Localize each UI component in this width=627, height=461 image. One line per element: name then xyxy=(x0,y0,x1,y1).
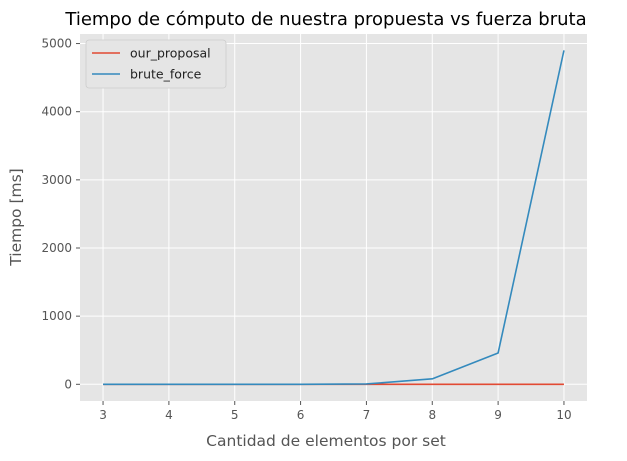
legend-box xyxy=(85,39,227,89)
series-line-brute-force xyxy=(103,50,565,386)
x-tick-label: 5 xyxy=(231,408,239,422)
y-tick-label: 4000 xyxy=(41,105,72,119)
x-tick-label: 9 xyxy=(494,408,502,422)
x-tick-label: 10 xyxy=(556,408,571,422)
x-tick-label: 8 xyxy=(428,408,436,422)
legend-label: our_proposal xyxy=(130,46,211,61)
y-tick-label: 2000 xyxy=(41,241,72,255)
grid xyxy=(80,34,587,401)
legend: our_proposal brute_force xyxy=(85,39,227,89)
ticks: 3 4 5 6 7 8 9 10 0 1000 2000 3000 4000 5000 xyxy=(41,37,571,422)
x-tick-label: 4 xyxy=(165,408,173,422)
x-tick-label: 6 xyxy=(297,408,305,422)
y-tick-label: 0 xyxy=(64,377,72,391)
y-tick-label: 3000 xyxy=(41,173,72,187)
chart-title: Tiempo de cómputo de nuestra propuesta v… xyxy=(64,9,586,30)
legend-label: brute_force xyxy=(130,67,202,82)
plot-area xyxy=(80,34,587,401)
x-tick-label: 7 xyxy=(363,408,371,422)
y-tick-label: 5000 xyxy=(41,37,72,51)
x-axis-label: Cantidad de elementos por set xyxy=(206,432,446,450)
y-axis-label: Tiempo [ms] xyxy=(7,168,25,266)
x-tick-label: 3 xyxy=(99,408,107,422)
series-layer xyxy=(103,50,565,386)
y-tick-label: 1000 xyxy=(41,309,72,323)
